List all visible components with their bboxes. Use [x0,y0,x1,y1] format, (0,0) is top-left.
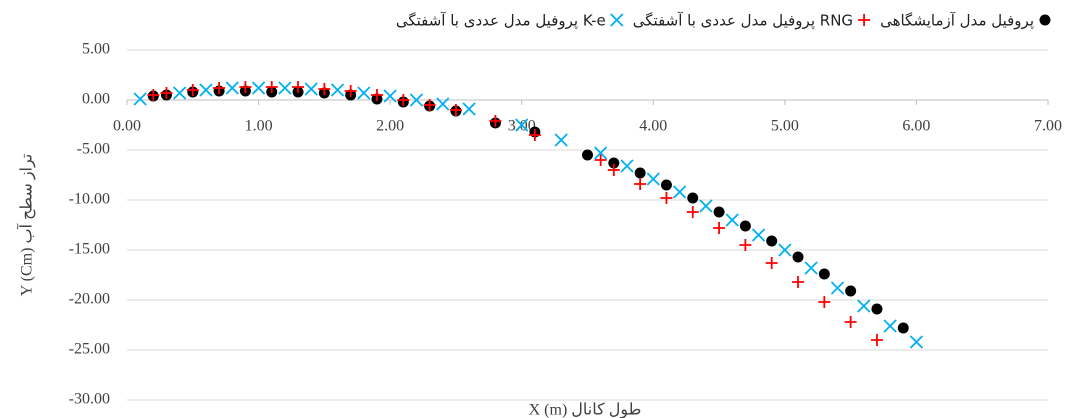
point [818,296,831,308]
point [147,89,160,101]
point [133,92,147,106]
point [660,192,673,204]
point [660,179,672,191]
x-tick-label: 7.00 [1034,118,1062,135]
point [462,102,476,116]
x-tick-label: 2.00 [376,118,404,135]
point [582,149,593,161]
point [765,257,778,269]
point [845,285,857,297]
point [489,115,502,127]
x-tick-label: 4.00 [639,118,667,135]
point [739,220,751,232]
point [265,81,278,93]
point [292,81,305,93]
y-tick-label: 5.00 [82,41,110,58]
y-tick-label: -20.00 [69,291,110,308]
y-tick-label: -15.00 [69,241,110,258]
point [778,243,792,257]
point [634,167,646,179]
point [870,334,883,346]
point [436,97,450,111]
y-axis-title: Y (Cm) تراز سطح آب [16,154,36,297]
point [449,104,462,116]
y-tick-label: -10.00 [69,191,110,208]
point [239,81,252,93]
y-tick-label: -25.00 [69,341,110,358]
legend-marker [1039,14,1051,26]
y-tick-label: -5.00 [77,141,110,158]
point [818,268,830,280]
point [792,251,804,263]
point [225,81,239,95]
point [751,228,766,242]
point [278,81,292,95]
point [304,82,318,96]
y-tick-label: -30.00 [69,391,110,408]
x-axis-title: X (m) طول کانال [529,402,642,418]
point [213,82,226,94]
point [607,164,620,176]
point [634,178,647,190]
point [672,185,687,199]
legend-marker [610,13,624,27]
point [515,118,529,132]
x-tick-label: 1.00 [245,118,273,135]
legend-marker [858,14,871,26]
point [792,276,805,288]
point [172,86,187,100]
point [594,146,608,160]
point [423,99,436,111]
point [713,206,725,218]
point [620,159,634,173]
point [871,303,883,315]
point [725,213,739,227]
point [199,83,213,97]
point [528,129,541,141]
point [909,335,924,349]
point [713,222,726,234]
point [699,199,713,213]
x-tick-label: 6.00 [902,118,930,135]
point [883,319,897,333]
point [357,86,371,100]
point [804,261,818,275]
point [830,281,845,295]
point [739,239,752,251]
point [409,93,424,107]
point [397,94,410,106]
point [318,83,331,95]
x-tick-label: 0.00 [113,118,141,135]
legend-label: پروفیل مدل عددی با آشفتگی K-e [396,12,606,31]
point [686,206,699,218]
point [383,89,397,103]
point [897,322,909,334]
point [330,83,345,97]
point [594,154,607,166]
point [554,133,568,147]
legend-label: پروفیل مدل آزمایشگاهی [880,12,1034,31]
point [844,316,857,328]
point [646,172,660,186]
point [160,87,173,99]
point [370,89,383,101]
point [608,157,620,169]
point [186,84,199,96]
point [766,235,778,247]
point [344,85,357,97]
point [857,299,871,313]
y-tick-label: 0.00 [82,91,110,108]
point [251,81,266,95]
legend-label: پروفیل مدل عددی با آشفتگی RNG [633,12,853,31]
x-tick-label: 5.00 [771,118,799,135]
point [687,192,699,204]
